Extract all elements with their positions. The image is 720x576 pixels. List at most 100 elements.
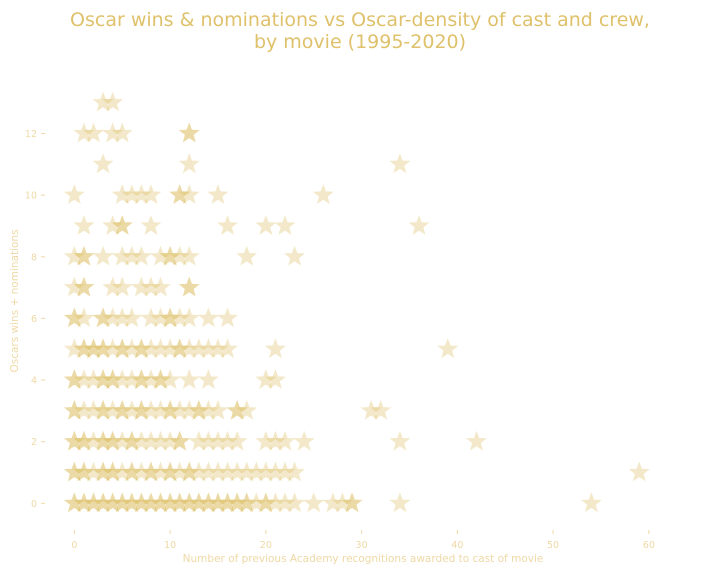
data-point-star: [73, 214, 95, 235]
data-point-star: [169, 307, 191, 328]
data-point-star: [102, 122, 124, 143]
data-point-star: [150, 307, 171, 328]
data-point-star: [121, 430, 143, 451]
data-point-star: [130, 184, 152, 205]
data-point-star: [159, 399, 181, 420]
data-point-star: [159, 245, 181, 266]
data-point-star: [274, 461, 296, 482]
data-point-star: [130, 276, 152, 297]
data-point-star: [197, 399, 219, 420]
data-point-star: [341, 492, 363, 513]
data-point-star: [159, 307, 181, 328]
data-point-star: [121, 245, 143, 266]
data-point-star: [92, 461, 114, 482]
data-point-star: [130, 492, 152, 513]
data-point-star: [322, 492, 344, 513]
data-point-star: [150, 492, 171, 513]
data-point-star: [236, 492, 258, 513]
data-point-star: [255, 492, 277, 513]
data-point-star: [92, 369, 114, 389]
data-point-star: [73, 276, 95, 297]
data-point-star: [63, 184, 85, 205]
data-point-star: [140, 276, 162, 297]
data-point-star: [63, 430, 85, 451]
data-point-star: [92, 399, 114, 420]
data-point-star: [217, 461, 239, 482]
data-point-star: [226, 492, 248, 513]
data-point-star: [111, 338, 133, 359]
data-point-star: [188, 399, 210, 420]
data-point-star: [303, 492, 325, 513]
data-point-star: [121, 492, 143, 513]
data-point-star: [111, 276, 133, 297]
data-point-star: [178, 276, 200, 297]
data-point-star: [236, 461, 258, 482]
data-point-star: [121, 399, 143, 420]
data-point-star: [130, 430, 152, 451]
data-point-star: [140, 492, 162, 513]
data-point-star: [140, 184, 162, 205]
data-point-star: [102, 91, 124, 112]
data-point-star: [169, 245, 191, 266]
data-point-star: [207, 399, 229, 420]
data-point-star: [178, 399, 200, 420]
data-point-star: [92, 338, 114, 359]
data-point-star: [264, 430, 286, 451]
data-point-star: [63, 430, 85, 451]
data-point-star: [264, 461, 286, 482]
data-point-star: [332, 492, 353, 513]
data-points: [63, 91, 650, 513]
data-point-star: [466, 430, 487, 451]
data-point-star: [245, 492, 267, 513]
data-point-star: [111, 338, 133, 359]
data-point-star: [63, 369, 85, 389]
data-point-star: [284, 492, 306, 513]
data-point-star: [207, 461, 229, 482]
data-point-star: [284, 245, 306, 266]
data-point-star: [63, 307, 85, 328]
y-axis-label: Oscars wins + nominations: [9, 229, 21, 372]
data-point-star: [92, 430, 114, 451]
data-point-star: [73, 492, 95, 513]
data-point-star: [111, 461, 133, 482]
data-point-star: [121, 369, 143, 389]
data-point-star: [197, 338, 219, 359]
data-point-star: [102, 369, 124, 389]
data-point-star: [159, 492, 181, 513]
data-point-star: [140, 430, 162, 451]
data-point-star: [63, 461, 85, 482]
data-point-star: [150, 399, 171, 420]
data-point-star: [169, 492, 191, 513]
data-point-star: [130, 399, 152, 420]
data-point-star: [102, 276, 124, 297]
data-point-star: [73, 338, 95, 359]
data-point-star: [73, 492, 95, 513]
data-point-star: [63, 369, 85, 389]
data-point-star: [255, 369, 277, 389]
data-point-star: [150, 245, 171, 266]
data-point-star: [111, 214, 133, 235]
data-point-star: [150, 430, 171, 451]
data-point-star: [150, 492, 171, 513]
x-tick-label: 30: [356, 540, 368, 551]
data-point-star: [188, 430, 210, 451]
data-point-star: [389, 492, 411, 513]
data-point-star: [140, 492, 162, 513]
data-point-star: [73, 307, 95, 328]
data-point-star: [169, 338, 191, 359]
data-point-star: [178, 492, 200, 513]
data-point-star: [83, 338, 104, 359]
data-point-star: [92, 338, 114, 359]
data-point-star: [111, 430, 133, 451]
data-point-star: [92, 91, 114, 112]
data-point-star: [111, 492, 133, 513]
data-point-star: [169, 184, 191, 205]
data-point-star: [130, 338, 152, 359]
x-tick-label: 10: [164, 540, 176, 551]
data-point-star: [217, 492, 239, 513]
data-point-star: [197, 369, 219, 389]
data-point-star: [140, 461, 162, 482]
data-point-star: [255, 214, 277, 235]
data-point-star: [159, 307, 181, 328]
